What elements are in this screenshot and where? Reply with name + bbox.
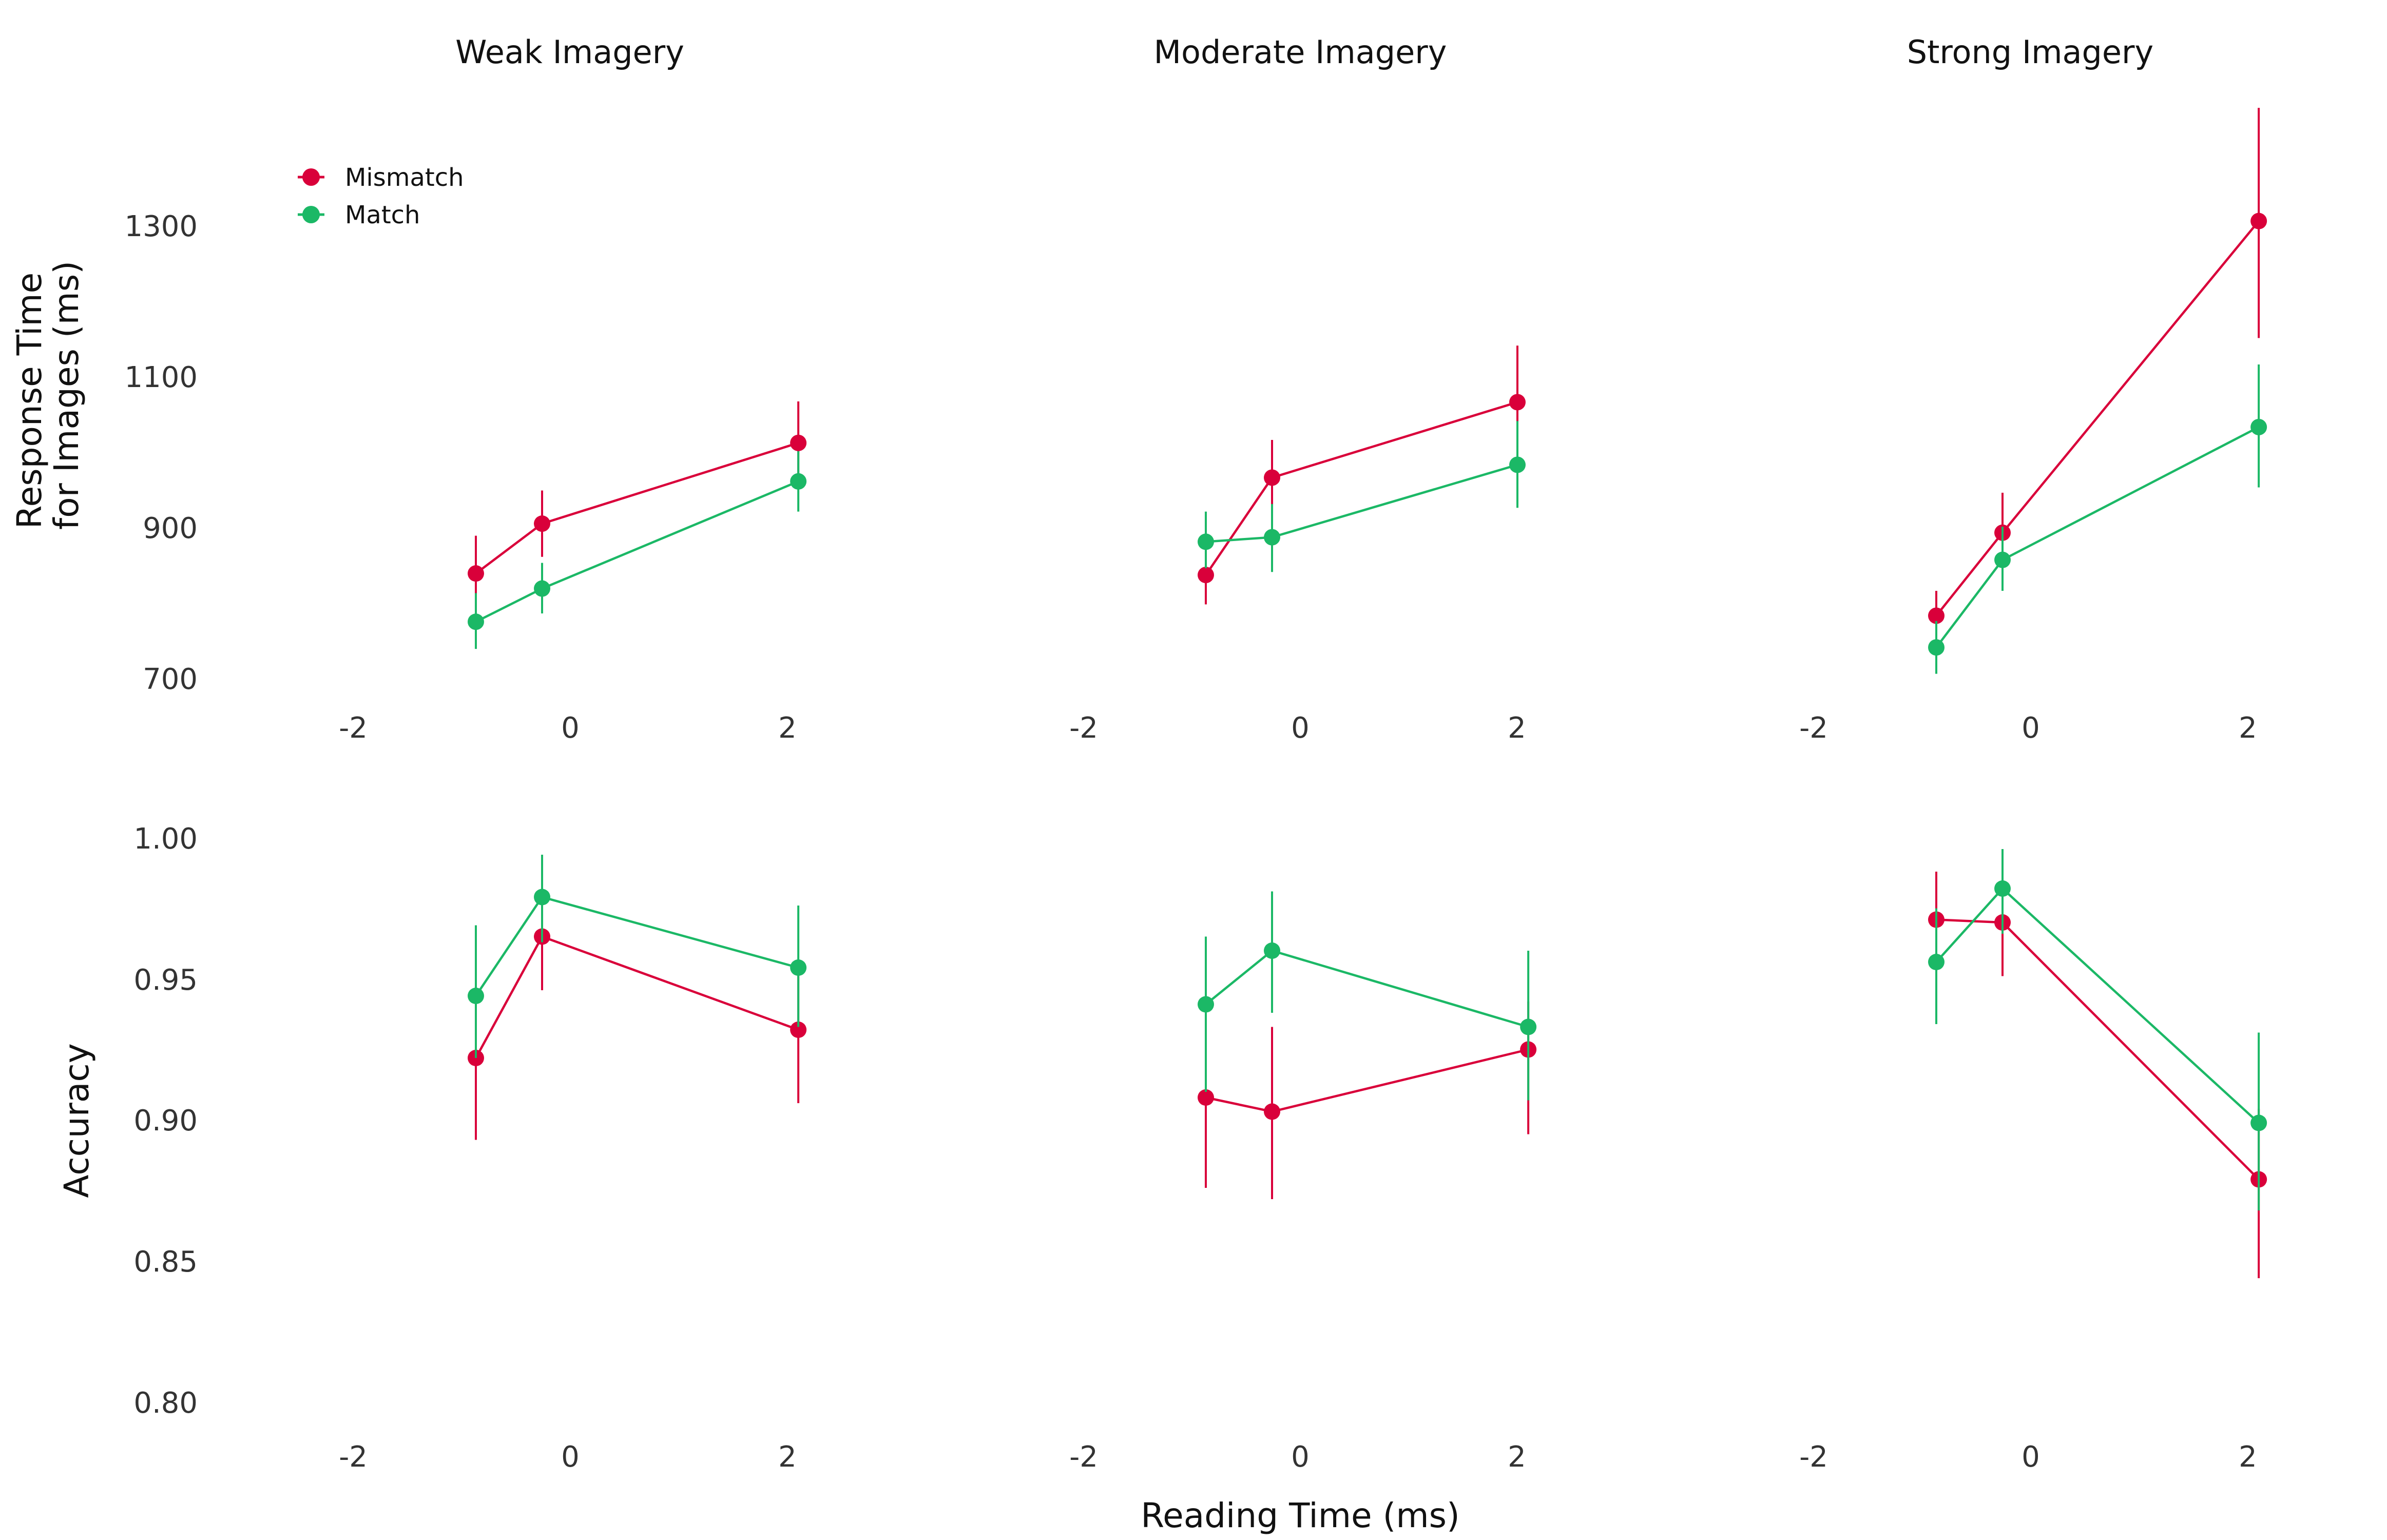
data-point-match: [1994, 880, 2011, 897]
data-layer: [467, 108, 2267, 1278]
data-point-mismatch: [534, 515, 551, 532]
series-line-mismatch: [475, 441, 799, 574]
series-line-mismatch: [1936, 918, 2260, 1181]
data-point-mismatch: [790, 1022, 807, 1038]
facet-title-moderate: Moderate Imagery: [1154, 33, 1447, 71]
data-point-mismatch: [1509, 394, 1526, 411]
legend-item-mismatch: Mismatch: [298, 163, 464, 192]
y-tick-1300: 1300: [124, 210, 198, 243]
series-line-match: [1935, 426, 2260, 648]
series-line-match: [1935, 887, 2260, 1124]
y-tick-1.00: 1.00: [133, 822, 198, 856]
y-tick-0.80: 0.80: [133, 1387, 198, 1420]
legend: Mismatch Match: [298, 163, 464, 229]
data-point-match: [1928, 954, 1945, 970]
data-point-match: [467, 988, 484, 1004]
y-axis-accuracy: 0.80 0.85 0.90 0.95 1.00: [133, 822, 198, 1420]
data-point-mismatch: [1197, 567, 1214, 584]
facet-title-strong: Strong Imagery: [1907, 33, 2153, 71]
x-axis-ticks-bottom: -2 0 2 -2 0 2 -2 0 2: [339, 1440, 2257, 1474]
data-point-mismatch: [1197, 1089, 1214, 1106]
series-line-match: [475, 480, 799, 623]
data-point-match: [534, 889, 551, 906]
x-tick-weak-neg2: -2: [339, 1440, 368, 1474]
x-tick-moderate-neg2: -2: [1069, 711, 1098, 745]
legend-marker-match: [302, 206, 320, 223]
x-tick-moderate-0: 0: [1291, 711, 1310, 745]
data-point-mismatch: [1264, 1103, 1281, 1120]
y-axis-title-line-1: Response Time: [10, 273, 49, 529]
x-tick-weak-0: 0: [561, 711, 580, 745]
y-tick-1100: 1100: [124, 361, 198, 394]
data-point-match: [1509, 456, 1526, 473]
data-point-match: [1197, 996, 1214, 1013]
legend-item-match: Match: [298, 201, 420, 229]
y-tick-0.85: 0.85: [133, 1245, 198, 1279]
x-tick-weak-neg2: -2: [339, 711, 368, 745]
data-point-match: [1520, 1018, 1537, 1035]
x-tick-strong-neg2: -2: [1799, 1440, 1828, 1474]
panel-weak-acc: [467, 855, 807, 1140]
x-tick-strong-neg2: -2: [1799, 711, 1828, 745]
series-line-mismatch: [1205, 401, 1518, 576]
y-axis-response-time: 700 900 1100 1300: [124, 210, 198, 696]
data-point-match: [2250, 418, 2267, 435]
x-tick-moderate-2: 2: [1508, 1440, 1526, 1474]
data-point-mismatch: [2250, 213, 2267, 229]
legend-label-mismatch: Mismatch: [345, 163, 464, 192]
x-tick-weak-0: 0: [561, 1440, 580, 1474]
x-axis-title: Reading Time (ms): [1141, 1496, 1460, 1535]
data-point-mismatch: [1264, 469, 1281, 486]
data-point-match: [1264, 529, 1281, 546]
data-point-match: [1994, 551, 2011, 568]
series-line-match: [475, 895, 799, 997]
x-tick-strong-0: 0: [2022, 1440, 2040, 1474]
data-point-match: [790, 959, 807, 976]
x-tick-moderate-neg2: -2: [1069, 1440, 1098, 1474]
x-tick-weak-2: 2: [778, 1440, 797, 1474]
data-point-match: [790, 473, 807, 490]
panel-strong-acc: [1928, 849, 2267, 1278]
y-tick-900: 900: [143, 512, 198, 545]
x-tick-weak-2: 2: [778, 711, 797, 745]
panel-moderate-rt: [1197, 345, 1526, 605]
y-axis-title-response-time: Response Time for Images (ms): [10, 261, 86, 530]
data-point-match: [467, 613, 484, 630]
data-point-match: [2250, 1114, 2267, 1131]
facet-titles: Weak Imagery Moderate Imagery Strong Ima…: [455, 33, 2153, 71]
x-tick-moderate-0: 0: [1291, 1440, 1310, 1474]
facet-title-weak: Weak Imagery: [455, 33, 684, 71]
panel-moderate-acc: [1197, 891, 1537, 1199]
x-axis-ticks-top: -2 0 2 -2 0 2 -2 0 2: [339, 711, 2257, 745]
series-line-match: [1205, 464, 1518, 543]
x-tick-strong-2: 2: [2239, 711, 2257, 745]
y-tick-700: 700: [143, 663, 198, 696]
x-tick-strong-0: 0: [2022, 711, 2040, 745]
data-point-match: [1264, 942, 1281, 959]
panel-strong-rt: [1928, 108, 2267, 674]
legend-marker-mismatch: [302, 168, 320, 186]
legend-label-match: Match: [345, 201, 420, 229]
y-axis-title-accuracy: Accuracy: [57, 1043, 97, 1198]
x-tick-strong-2: 2: [2239, 1440, 2257, 1474]
series-line-match: [1205, 949, 1529, 1028]
data-point-match: [1928, 639, 1945, 656]
series-line-mismatch: [1935, 220, 2260, 617]
axis-titles: Reading Time (ms) Response Time for Imag…: [10, 261, 1460, 1535]
panel-weak-rt: [467, 401, 807, 649]
y-tick-0.90: 0.90: [133, 1104, 198, 1138]
data-point-mismatch: [467, 565, 484, 582]
x-tick-moderate-2: 2: [1508, 711, 1526, 745]
data-point-mismatch: [790, 434, 807, 451]
series-line-mismatch: [1205, 1048, 1529, 1113]
data-point-mismatch: [1928, 607, 1945, 624]
y-axis-title-line-2: for Images (ms): [47, 261, 86, 530]
data-point-match: [534, 580, 551, 597]
y-tick-0.95: 0.95: [133, 964, 198, 997]
data-point-match: [1197, 533, 1214, 550]
